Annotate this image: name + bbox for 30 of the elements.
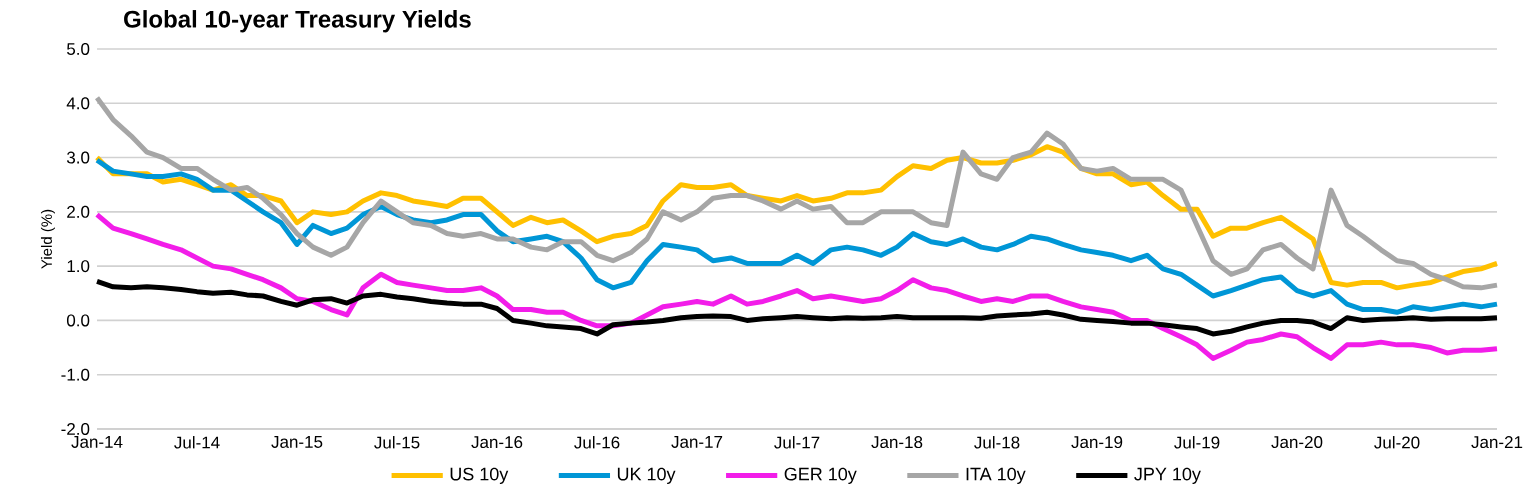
y-tick-label: 1.0	[67, 260, 90, 273]
x-tick-label: Jul-16	[574, 436, 620, 449]
y-tick-label: 0.0	[66, 314, 90, 327]
x-tick-label: Jul-17	[774, 436, 820, 449]
y-tick-label: 2.0	[67, 205, 90, 218]
y-tick-label: 4.0	[66, 97, 90, 110]
x-tick-label: Jan-20	[1271, 436, 1323, 449]
y-axis-title: Yield (%)	[40, 209, 55, 269]
chart-title: Global 10-year Treasury Yields	[124, 10, 471, 33]
x-tick-label: Jul-19	[1174, 436, 1220, 449]
x-tick-label: Jan-19	[1071, 436, 1123, 449]
y-tick-label: -2.0	[61, 422, 90, 435]
legend-label: UK 10y	[617, 467, 676, 484]
x-tick-label: Jan-21	[1471, 436, 1523, 449]
legend-label: US 10y	[450, 467, 509, 484]
legend-label: JPY 10y	[1134, 467, 1201, 484]
x-tick-label: Jan-18	[871, 436, 923, 449]
x-tick-label: Jan-17	[671, 436, 723, 448]
x-tick-label: Jul-18	[974, 436, 1020, 449]
y-tick-label: 3.0	[66, 151, 90, 164]
x-tick-label: Jul-14	[174, 436, 220, 449]
x-tick-label: Jul-15	[374, 436, 420, 449]
legend-label: ITA 10y	[966, 467, 1026, 484]
y-tick-label: 5.0	[67, 42, 90, 55]
x-tick-label: Jul-20	[1374, 436, 1420, 449]
y-tick-label: -1.0	[61, 368, 90, 381]
x-tick-label: Jan-16	[471, 436, 523, 449]
x-tick-label: Jan-14	[71, 436, 123, 448]
x-tick-label: Jan-15	[271, 436, 323, 448]
legend-label: GER 10y	[784, 467, 857, 484]
